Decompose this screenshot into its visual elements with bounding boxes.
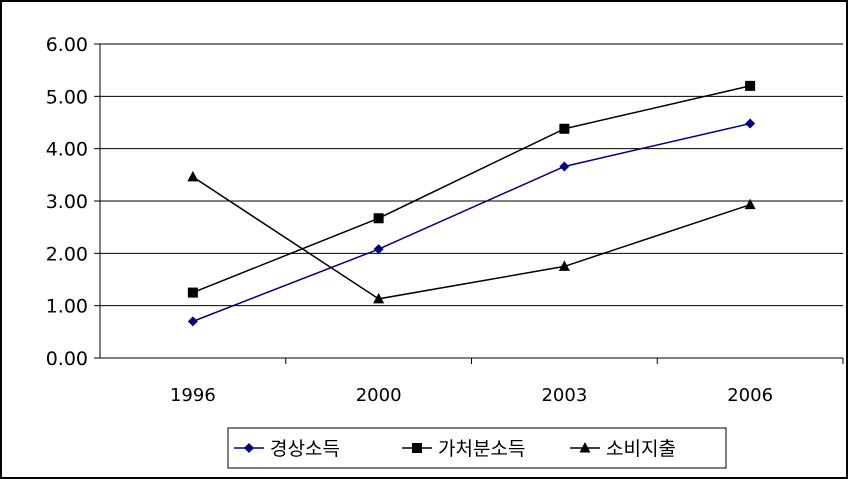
x-tick-label: 2006 — [727, 385, 773, 406]
y-tick-label: 0.00 — [46, 348, 88, 370]
data-point — [373, 213, 384, 224]
data-point — [373, 292, 385, 304]
legend-item: 경상소득 — [234, 438, 340, 460]
series-line — [192, 85, 751, 294]
y-tick-label: 2.00 — [46, 243, 88, 265]
data-point — [187, 287, 198, 298]
legend-label: 소비지출 — [606, 438, 676, 460]
data-point — [745, 118, 756, 129]
legend: 경상소득 가처분소득 소비지출 — [227, 427, 727, 469]
data-point — [745, 80, 756, 91]
y-axis-ticks: 0.00 1.00 2.00 3.00 4.00 5.00 6.00 — [46, 34, 88, 370]
legend-label: 경상소득 — [270, 438, 340, 460]
legend-swatch-marker — [412, 443, 422, 453]
x-axis-ticks: 1996 2000 2003 2006 — [170, 385, 773, 406]
legend-swatch-marker — [579, 442, 591, 453]
legend-box — [227, 427, 727, 469]
legend-item: 소비지출 — [570, 438, 676, 460]
data-point — [187, 316, 198, 327]
y-tick-label: 3.00 — [46, 191, 88, 213]
series-2 — [187, 80, 756, 298]
legend-label: 가처분소득 — [438, 438, 525, 460]
legend-swatch-marker — [244, 443, 254, 453]
y-tick-label: 5.00 — [46, 86, 88, 108]
data-point — [559, 123, 570, 134]
data-point — [744, 198, 756, 210]
data-point — [187, 170, 199, 182]
series-line — [192, 122, 751, 323]
y-tick-label: 4.00 — [46, 139, 88, 161]
series-1 — [187, 118, 756, 327]
data-point — [373, 244, 384, 255]
series-group — [187, 80, 756, 327]
x-tick-label: 1996 — [170, 385, 216, 406]
y-tick-label: 6.00 — [46, 34, 88, 56]
x-tick-label: 2003 — [541, 385, 587, 406]
data-point — [559, 161, 570, 172]
series-line — [192, 176, 751, 300]
gridlines — [100, 43, 843, 307]
series-3 — [187, 170, 756, 304]
y-tick-label: 1.00 — [46, 296, 88, 318]
legend-item: 가처분소득 — [402, 438, 525, 460]
data-point — [558, 260, 570, 271]
axes — [94, 43, 844, 364]
x-tick-label: 2000 — [356, 385, 402, 406]
